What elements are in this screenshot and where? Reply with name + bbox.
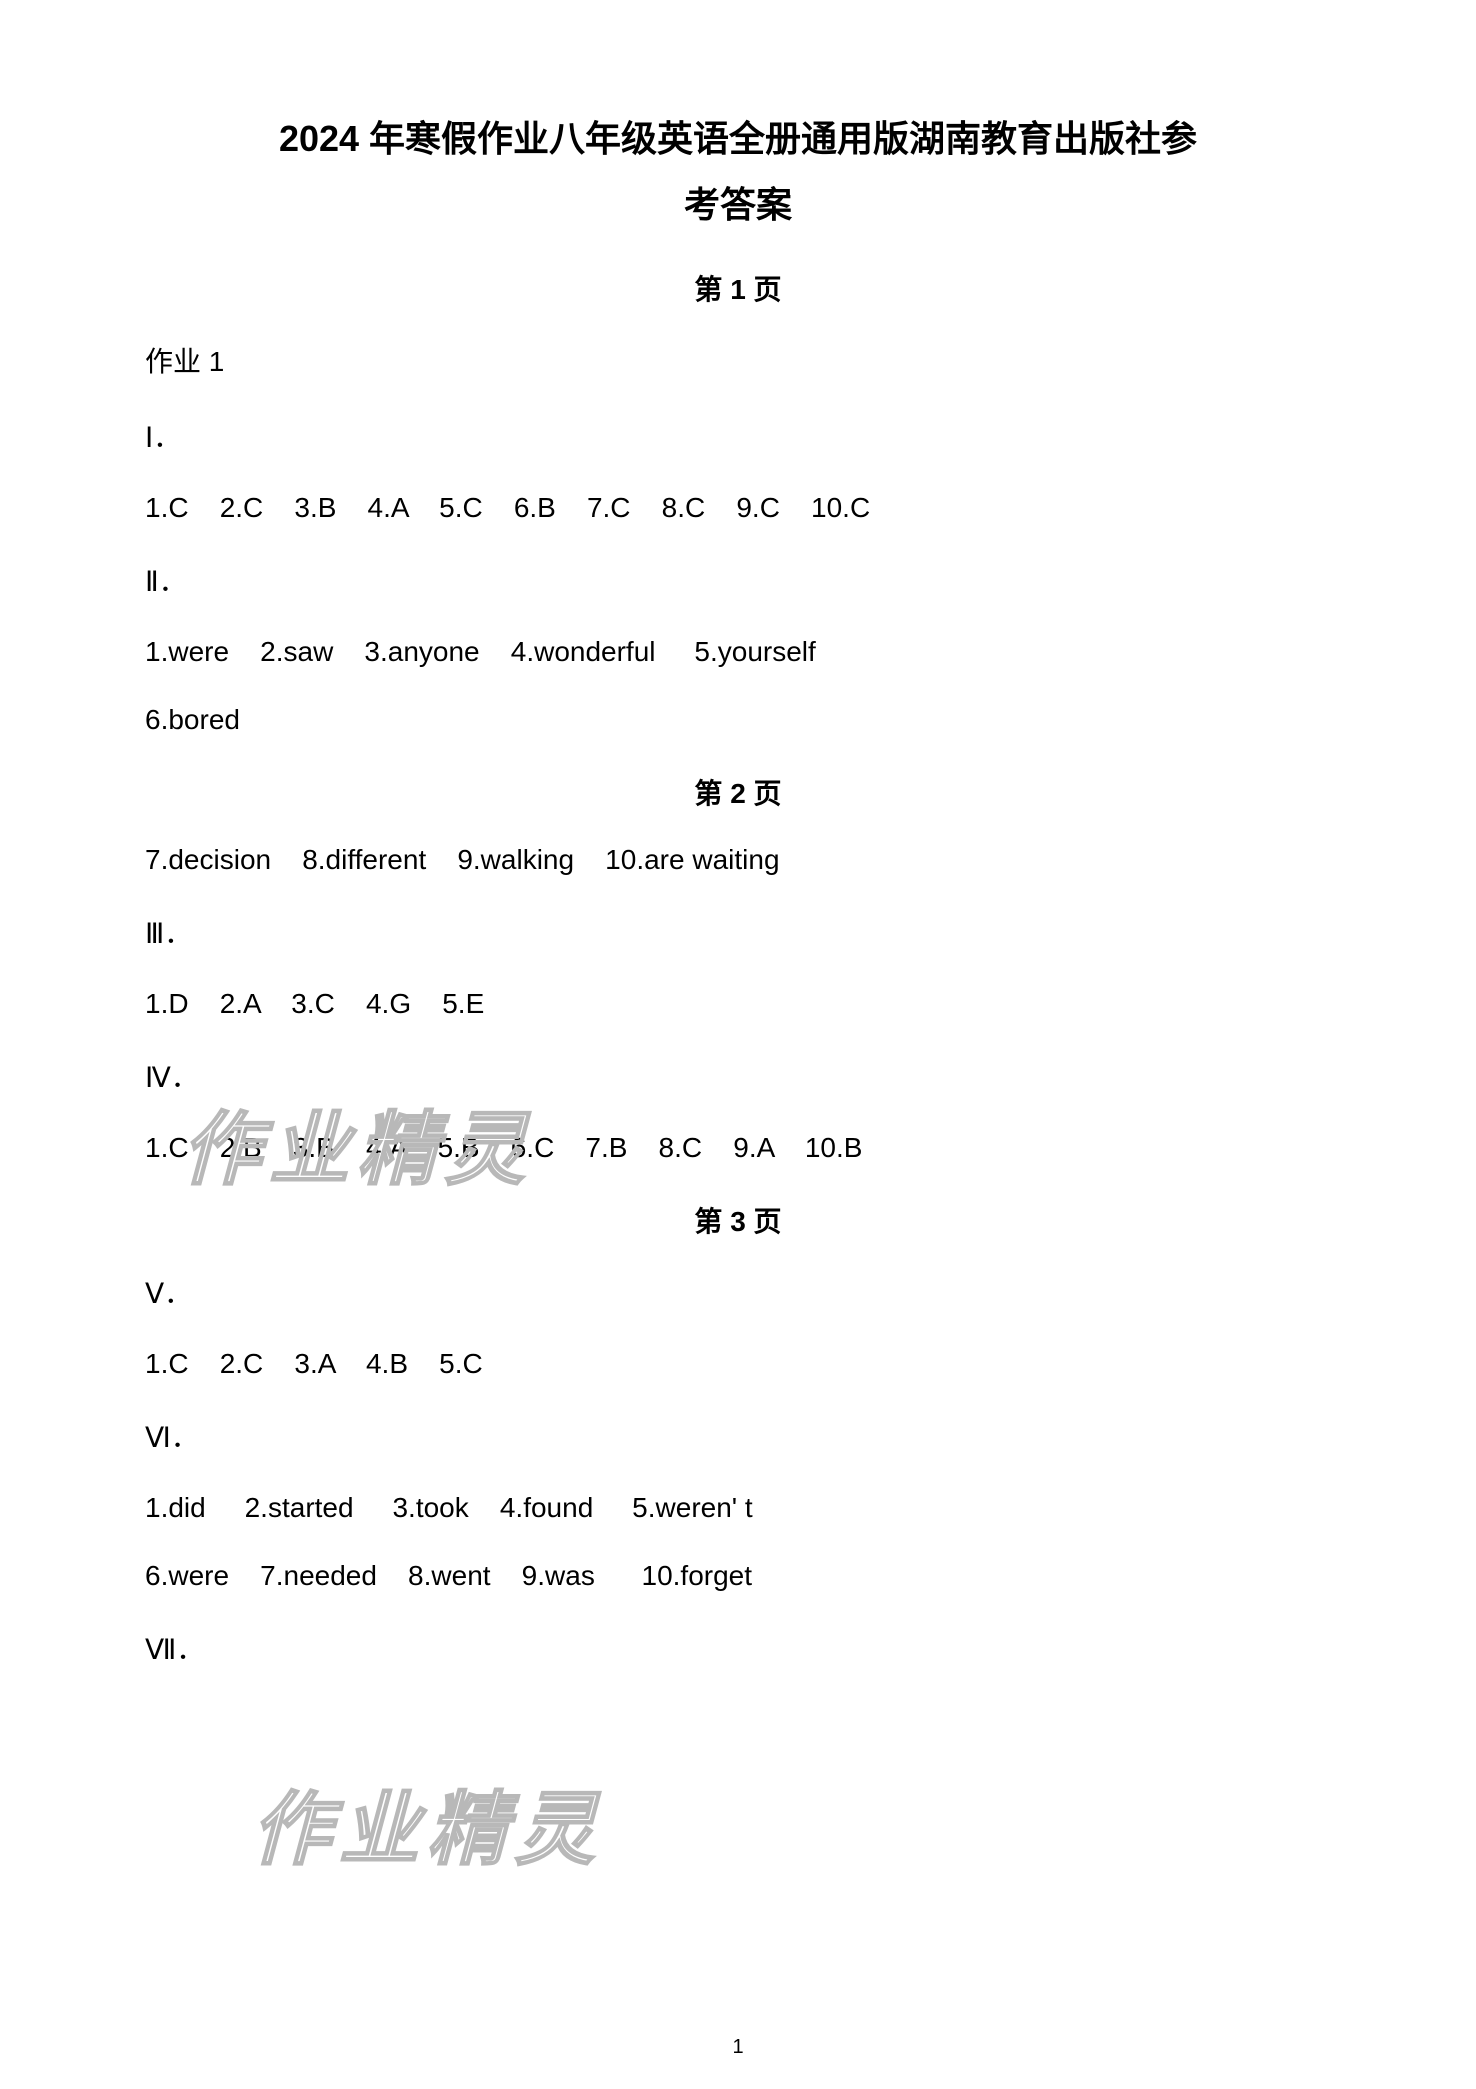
section-label: Ⅰ． — [145, 416, 1331, 456]
section-label: Ⅱ． — [145, 560, 1331, 600]
answer-line: 1.were 2.saw 3.anyone 4.wonderful 5.your… — [145, 636, 1331, 668]
answer-line: 1.did 2.started 3.took 4.found 5.weren' … — [145, 1492, 1331, 1524]
page-heading-1: 第 1 页 — [145, 268, 1331, 308]
document-title-line2: 考答案 — [145, 176, 1331, 228]
section-label: Ⅶ． — [145, 1628, 1331, 1668]
answer-line: 6.were 7.needed 8.went 9.was 10.forget — [145, 1560, 1331, 1592]
section-label: Ⅳ． — [145, 1056, 1331, 1096]
answer-line: 1.D 2.A 3.C 4.G 5.E — [145, 988, 1331, 1020]
section-label: Ⅵ． — [145, 1416, 1331, 1456]
page-number: 1 — [0, 2036, 1476, 2059]
answer-line: 6.bored — [145, 704, 1331, 736]
answer-line: 1.C 2.C 3.A 4.B 5.C — [145, 1348, 1331, 1380]
document-title-line1: 2024 年寒假作业八年级英语全册通用版湖南教育出版社参 — [145, 110, 1331, 168]
answer-line: 7.decision 8.different 9.walking 10.are … — [145, 844, 1331, 876]
section-label: Ⅲ． — [145, 912, 1331, 952]
answer-line: 1.C 2.C 3.B 4.A 5.C 6.B 7.C 8.C 9.C 10.C — [145, 492, 1331, 524]
page-heading-2: 第 2 页 — [145, 772, 1331, 812]
answer-line: 1.C 2.B 3.B 4.A 5.B 6.C 7.B 8.C 9.A 10.B — [145, 1132, 1331, 1164]
page-heading-3: 第 3 页 — [145, 1200, 1331, 1240]
watermark-text: 作业精灵 — [244, 1765, 627, 1881]
section-label: Ⅴ． — [145, 1272, 1331, 1312]
section-label: 作业 1 — [145, 340, 1331, 380]
